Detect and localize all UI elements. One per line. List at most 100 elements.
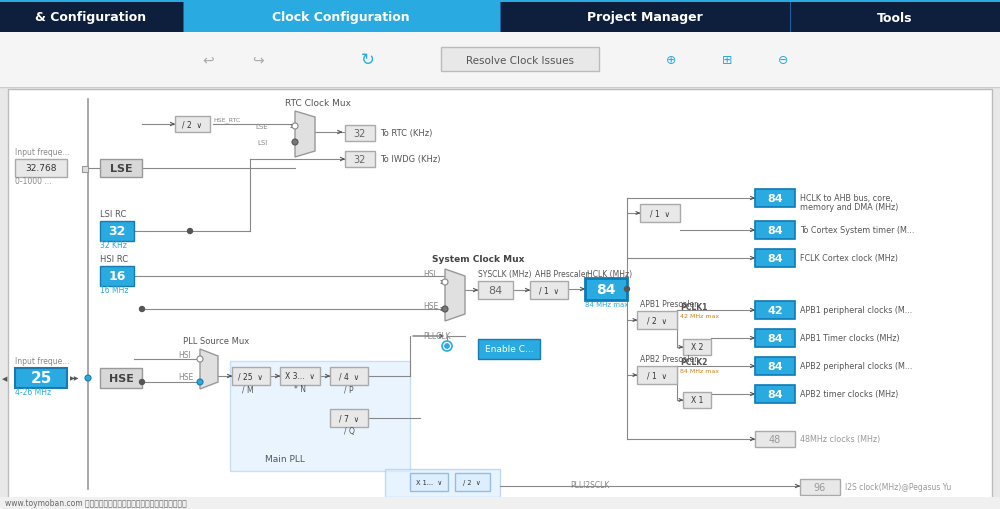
FancyBboxPatch shape bbox=[455, 473, 490, 491]
Text: www.toymoban.com 网络图片仅供展示，非存储，如有侵权请联系删除: www.toymoban.com 网络图片仅供展示，非存储，如有侵权请联系删除 bbox=[5, 498, 187, 507]
FancyBboxPatch shape bbox=[500, 3, 790, 33]
Polygon shape bbox=[200, 349, 218, 389]
FancyBboxPatch shape bbox=[585, 278, 627, 300]
Text: APB1 Prescaler: APB1 Prescaler bbox=[640, 300, 697, 309]
Text: APB2 peripheral clocks (M...: APB2 peripheral clocks (M... bbox=[800, 362, 912, 371]
FancyBboxPatch shape bbox=[100, 267, 134, 287]
Text: SYSCLK (MHz): SYSCLK (MHz) bbox=[478, 270, 532, 279]
Text: 84: 84 bbox=[596, 282, 616, 296]
FancyBboxPatch shape bbox=[478, 340, 540, 359]
Text: Clock Configuration: Clock Configuration bbox=[272, 12, 410, 24]
Text: I2S clock(MHz)@Pegasus Yu: I2S clock(MHz)@Pegasus Yu bbox=[845, 483, 951, 492]
Text: 32: 32 bbox=[354, 129, 366, 139]
FancyBboxPatch shape bbox=[755, 385, 795, 403]
FancyBboxPatch shape bbox=[0, 0, 1000, 3]
Text: To Cortex System timer (M...: To Cortex System timer (M... bbox=[800, 226, 914, 235]
FancyBboxPatch shape bbox=[232, 367, 270, 385]
Text: LSI: LSI bbox=[258, 140, 268, 146]
Text: ↩: ↩ bbox=[202, 53, 214, 67]
FancyBboxPatch shape bbox=[790, 3, 791, 33]
FancyBboxPatch shape bbox=[280, 367, 320, 385]
Text: Main PLL: Main PLL bbox=[265, 455, 305, 464]
Circle shape bbox=[188, 229, 192, 234]
Text: & Configuration: & Configuration bbox=[35, 12, 147, 24]
FancyBboxPatch shape bbox=[755, 301, 795, 319]
Text: 42: 42 bbox=[767, 305, 783, 316]
Text: / 1  ∨: / 1 ∨ bbox=[539, 286, 559, 295]
Text: HSE_RTC: HSE_RTC bbox=[213, 117, 240, 123]
FancyBboxPatch shape bbox=[755, 190, 795, 208]
FancyBboxPatch shape bbox=[441, 48, 599, 72]
Text: HSI: HSI bbox=[423, 270, 436, 279]
Circle shape bbox=[444, 344, 450, 349]
FancyBboxPatch shape bbox=[500, 3, 501, 33]
Text: System Clock Mux: System Clock Mux bbox=[432, 255, 524, 264]
Circle shape bbox=[442, 306, 448, 313]
Circle shape bbox=[442, 279, 448, 286]
Text: Enable C...: Enable C... bbox=[485, 345, 533, 354]
Text: PCLK1: PCLK1 bbox=[680, 303, 707, 312]
FancyBboxPatch shape bbox=[230, 361, 410, 471]
Text: 4-26 MHz: 4-26 MHz bbox=[15, 388, 51, 397]
Text: ↻: ↻ bbox=[361, 51, 375, 69]
FancyBboxPatch shape bbox=[175, 117, 210, 133]
Text: 84: 84 bbox=[767, 193, 783, 204]
Text: HSI: HSI bbox=[178, 351, 191, 360]
FancyBboxPatch shape bbox=[683, 392, 711, 408]
FancyBboxPatch shape bbox=[100, 369, 142, 388]
Text: PLLCLK: PLLCLK bbox=[423, 332, 451, 341]
Text: LSE: LSE bbox=[110, 164, 132, 174]
FancyBboxPatch shape bbox=[330, 367, 368, 385]
Text: 96: 96 bbox=[814, 482, 826, 492]
Text: HSI RC: HSI RC bbox=[100, 255, 128, 264]
Text: 84: 84 bbox=[767, 333, 783, 344]
Text: 32: 32 bbox=[354, 155, 366, 165]
Text: / 4  ∨: / 4 ∨ bbox=[339, 372, 359, 381]
FancyBboxPatch shape bbox=[530, 281, 568, 299]
Circle shape bbox=[197, 356, 203, 362]
Text: AHB Prescaler: AHB Prescaler bbox=[535, 270, 589, 279]
Text: / 1  ∨: / 1 ∨ bbox=[650, 209, 670, 218]
FancyBboxPatch shape bbox=[82, 166, 88, 173]
Text: HSE: HSE bbox=[423, 302, 438, 311]
Text: X 1...  ∨: X 1... ∨ bbox=[416, 479, 442, 485]
FancyBboxPatch shape bbox=[800, 479, 840, 495]
Text: RTC Clock Mux: RTC Clock Mux bbox=[285, 98, 351, 107]
Text: ⊖: ⊖ bbox=[778, 53, 788, 66]
Text: ⊕: ⊕ bbox=[666, 53, 676, 66]
Text: FCLK Cortex clock (MHz): FCLK Cortex clock (MHz) bbox=[800, 254, 898, 263]
Text: PCLK2: PCLK2 bbox=[680, 358, 707, 367]
Text: LSE: LSE bbox=[255, 124, 268, 130]
Text: HCLK to AHB bus, core,: HCLK to AHB bus, core, bbox=[800, 194, 893, 203]
FancyBboxPatch shape bbox=[100, 221, 134, 242]
Text: 32.768: 32.768 bbox=[25, 164, 57, 173]
Text: PLLI2SCLK: PLLI2SCLK bbox=[570, 480, 609, 490]
FancyBboxPatch shape bbox=[0, 33, 1000, 88]
Text: X 2: X 2 bbox=[691, 343, 703, 352]
Text: / 25  ∨: / 25 ∨ bbox=[239, 372, 264, 381]
Circle shape bbox=[140, 380, 144, 385]
Text: 84: 84 bbox=[767, 389, 783, 399]
Text: 32: 32 bbox=[108, 225, 126, 238]
Text: HSE: HSE bbox=[109, 373, 133, 383]
Text: HSE: HSE bbox=[178, 373, 193, 382]
Text: ◀: ◀ bbox=[2, 375, 8, 381]
Text: ▶▶: ▶▶ bbox=[70, 376, 80, 381]
FancyBboxPatch shape bbox=[8, 90, 992, 501]
Text: 84: 84 bbox=[767, 225, 783, 236]
Text: 32 KHz: 32 KHz bbox=[100, 241, 127, 250]
FancyBboxPatch shape bbox=[478, 281, 513, 299]
Text: * N: * N bbox=[294, 385, 306, 394]
FancyBboxPatch shape bbox=[183, 3, 500, 33]
Text: 84: 84 bbox=[767, 361, 783, 371]
Text: Input freque...: Input freque... bbox=[15, 357, 69, 366]
FancyBboxPatch shape bbox=[183, 3, 184, 33]
Text: / M: / M bbox=[242, 385, 254, 394]
Circle shape bbox=[292, 124, 298, 130]
FancyBboxPatch shape bbox=[637, 312, 677, 329]
Text: 48MHz clocks (MHz): 48MHz clocks (MHz) bbox=[800, 435, 880, 444]
Text: 16 MHz: 16 MHz bbox=[100, 286, 128, 295]
Text: X 3...  ∨: X 3... ∨ bbox=[285, 372, 315, 381]
Text: PLL Source Mux: PLL Source Mux bbox=[183, 337, 249, 346]
FancyBboxPatch shape bbox=[683, 340, 711, 355]
